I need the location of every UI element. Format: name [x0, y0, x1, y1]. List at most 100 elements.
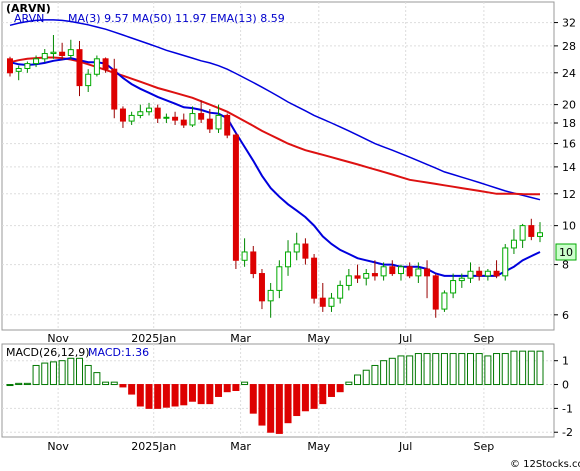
macd-bar [354, 374, 362, 386]
macd-bar [171, 384, 179, 407]
macd-bar [180, 384, 188, 406]
macd-bar [241, 381, 249, 386]
price-x-ticks: Nov 2025Jan Mar May Jul Sep [47, 332, 494, 345]
candle-body [397, 266, 404, 275]
macd-bar [76, 357, 84, 386]
macd-bar [93, 372, 101, 386]
macd-bar [215, 384, 223, 397]
candle-body [285, 251, 292, 268]
macd-bar [110, 381, 118, 386]
candle-body [519, 225, 526, 241]
candle-body [319, 297, 326, 307]
macd-bar [119, 384, 127, 388]
indicator-legend: MA(3) 9.57 MA(50) 11.97 EMA(13) 8.59 [68, 12, 285, 25]
macd-bar [371, 364, 379, 386]
candle-body [258, 273, 265, 302]
macd-bar [223, 384, 231, 393]
macd-bar [15, 382, 23, 386]
candle-body [380, 266, 387, 277]
candle-body [7, 58, 13, 74]
candle-body [389, 266, 396, 275]
footer-credit: © 12Stocks.com [510, 459, 580, 470]
macd-bar [466, 353, 474, 386]
candle-body [328, 297, 335, 307]
candle-body [363, 273, 370, 279]
candle-body [354, 275, 361, 279]
chart-title: (ARVN) [6, 2, 51, 15]
macd-bars [6, 350, 544, 434]
candle-body [33, 58, 40, 65]
macd-bar [58, 360, 66, 386]
candle-body [345, 275, 352, 286]
last-price-value: 10 [559, 246, 573, 259]
price-tick-label: 32 [562, 17, 576, 30]
macd-bar [397, 355, 405, 386]
macd-bar [380, 360, 388, 386]
macd-y-ticks: 1 0 -1 -2 [554, 355, 573, 439]
candle-body [424, 268, 431, 277]
macd-bar [154, 384, 162, 409]
macd-bar [275, 384, 283, 434]
candle-body [146, 107, 153, 113]
macd-bar [136, 384, 144, 407]
macd-x-ticks: Nov 2025Jan Mar May Jul Sep [47, 440, 494, 453]
price-x-tick-label: Sep [474, 332, 495, 345]
candle-body [493, 270, 500, 277]
candle-body [432, 275, 439, 310]
macd-value: MACD:1.36 [88, 346, 149, 359]
macd-bar [475, 353, 483, 386]
candle-body [198, 113, 205, 120]
macd-bar [32, 364, 40, 386]
macd-bar [232, 384, 240, 391]
candle-body [102, 58, 109, 70]
macd-bar [188, 384, 196, 402]
macd-bar [249, 384, 257, 414]
macd-bar [6, 384, 14, 387]
candle-body [67, 49, 74, 56]
candle-body [85, 73, 92, 87]
macd-bar [493, 353, 501, 386]
candle-body [224, 114, 231, 136]
macd-bar [23, 382, 31, 386]
macd-x-tick-label: Mar [230, 440, 251, 453]
candle-body [250, 251, 257, 275]
candle-body [302, 243, 309, 259]
macd-bar [440, 353, 448, 386]
candle-body [163, 116, 170, 119]
candle-body [510, 239, 517, 249]
candle-body [450, 280, 457, 294]
candle-body [137, 111, 144, 116]
macd-bar [197, 384, 205, 405]
macd-bar [510, 350, 518, 386]
candle-body [476, 270, 483, 277]
macd-bar [432, 353, 440, 386]
price-tick-label: 6 [562, 309, 569, 322]
macd-x-tick-label: 2025Jan [131, 440, 176, 453]
macd-tick-label: 0 [562, 379, 569, 392]
candle-body [537, 232, 543, 237]
macd-tick-label: 1 [562, 355, 569, 368]
macd-bar [267, 384, 275, 433]
price-x-tick-label: Jul [398, 332, 412, 345]
macd-bar [284, 384, 292, 424]
macd-bar [301, 384, 309, 412]
candle-body [24, 63, 31, 69]
macd-bar [501, 353, 509, 386]
candle-body [406, 266, 413, 277]
candle-body [293, 243, 300, 253]
macd-bar [258, 384, 266, 426]
candle-body [189, 113, 196, 126]
candle-body [484, 270, 491, 277]
price-x-tick-label: 2025Jan [131, 332, 176, 345]
macd-bar [406, 355, 414, 386]
candle-body [50, 51, 57, 55]
candle-body [76, 49, 83, 87]
macd-bar [519, 350, 527, 386]
macd-bar [327, 384, 335, 397]
price-tick-label: 16 [562, 138, 576, 151]
macd-x-tick-label: Jul [398, 440, 412, 453]
macd-x-tick-label: May [307, 440, 330, 453]
price-tick-label: 20 [562, 99, 576, 112]
macd-bar [458, 353, 466, 386]
macd-x-tick-label: Nov [47, 440, 69, 453]
